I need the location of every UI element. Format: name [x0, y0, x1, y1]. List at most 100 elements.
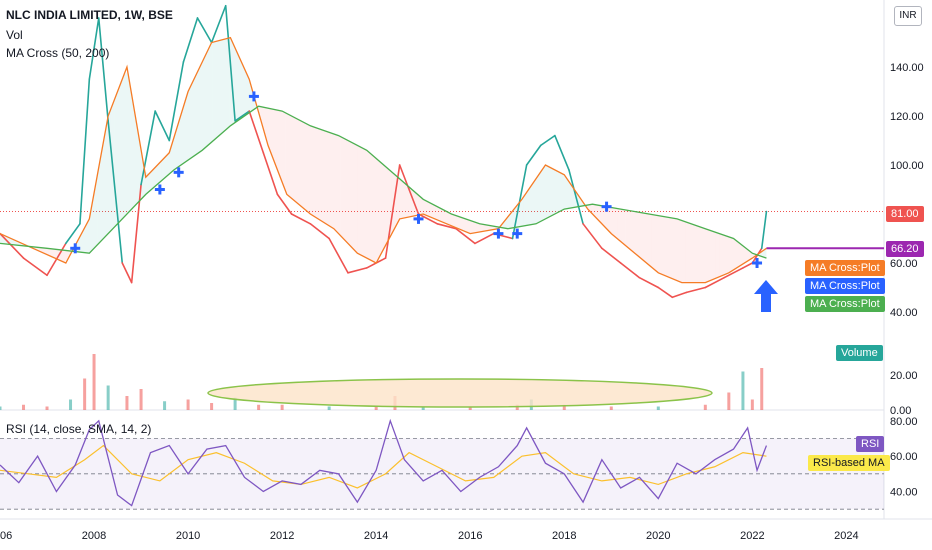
cross-marker [752, 258, 763, 268]
chart-title: NLC INDIA LIMITED, 1W, BSE [6, 8, 173, 22]
ma-cross-fill-segment [102, 125, 107, 240]
ma-cross-tag-green: MA Cross:Plot [805, 296, 885, 312]
volume-bar [22, 404, 26, 410]
ma-cross-fill-segment [664, 216, 669, 278]
ma-cross-fill-segment [191, 75, 196, 158]
ma-cross-fill-segment [149, 169, 154, 192]
ma-cross-fill-segment [302, 121, 307, 211]
ma-cross-fill-segment [97, 148, 103, 245]
ma-cross-fill-segment [400, 179, 405, 219]
rsi-legend[interactable]: RSI (14, close, SMA, 14, 2) [6, 422, 152, 436]
price-line-segment [398, 164, 420, 215]
ma-cross-fill-segment [183, 93, 188, 164]
price-axis-tick: 40.00 [890, 307, 918, 319]
cross-marker [413, 213, 424, 224]
ma-cross-fill-segment [285, 112, 290, 197]
ma-cross-fill-segment [306, 123, 311, 215]
ma-cross-fill-segment [719, 233, 724, 277]
price-line-segment [248, 110, 265, 154]
price-line-segment [638, 276, 660, 289]
ma-cross-fill-segment [527, 184, 533, 226]
ma-cross-fill-segment [370, 153, 375, 263]
ma-cross-fill-segment [677, 218, 682, 283]
price-line-segment [601, 247, 622, 264]
ma-cross-fill-segment [395, 175, 401, 226]
volume-bar [139, 389, 143, 410]
ma-cross-legend[interactable]: MA Cross (50, 200) [6, 46, 110, 60]
price-line-segment [309, 223, 330, 240]
volume-bar [69, 399, 73, 410]
volume-bar [106, 385, 110, 410]
ma-cross-fill-segment [289, 114, 294, 201]
ma-cross-fill-segment [217, 39, 222, 138]
ma-cross-fill-segment [170, 135, 175, 174]
price-line-segment [0, 232, 25, 259]
ma-cross-fill-segment [732, 238, 737, 271]
ma-cross-fill-segment [438, 207, 443, 223]
volume-bar [562, 404, 566, 410]
ma-cross-fill-segment [166, 149, 171, 177]
ma-cross-fill-segment [557, 171, 563, 213]
axes: 40.00 60.00 80.00 100.00 120.00 140.00 0.00 20.… [0, 62, 924, 542]
ma-cross-fill-segment [38, 247, 43, 253]
volume-legend[interactable]: Vol [6, 28, 23, 42]
ma-cross-fill-segment [349, 141, 354, 250]
ma-cross-fill-segment [404, 183, 409, 218]
ma-cross-fill-segment [464, 218, 469, 233]
ma-cross-fill-segment [545, 165, 550, 220]
time-axis-tick: 2022 [740, 530, 764, 542]
price-line-segment [347, 267, 368, 274]
ma-cross-fill-segment [430, 202, 435, 219]
ma-cross-fill-segment [378, 160, 384, 258]
rsi-axis-tick: 40.00 [890, 487, 918, 499]
ma-cross-fill-segment [281, 110, 286, 191]
rsi-tag: RSI [856, 436, 885, 452]
ma-cross-fill-segment [694, 224, 699, 283]
ma-cross-fill-segment [225, 37, 230, 130]
ma-cross-fill-segment [672, 218, 678, 281]
ma-cross-fill-segment [634, 211, 639, 257]
ma-cross-fill-segment [114, 87, 120, 227]
ma-cross-fill-segment [242, 64, 247, 118]
ma-cross-fill-segment [625, 210, 631, 250]
price-line-segment [539, 134, 556, 147]
currency-button[interactable]: INR [894, 6, 922, 26]
ma-cross-fill-segment [319, 128, 324, 223]
rsi-axis-tick: 60.00 [890, 451, 918, 463]
price-line-segment [22, 257, 48, 277]
ma-cross-fill-segment [698, 226, 703, 283]
price-pane [0, 4, 768, 299]
ma-cross-fill-segment [510, 207, 516, 229]
price-line-segment [328, 237, 349, 274]
price-line-segment [262, 151, 279, 196]
time-axis-tick: 2010 [176, 530, 200, 542]
ma-cross-fill-segment [123, 71, 128, 218]
ma-cross-fill-segment [476, 222, 482, 233]
ma-cross-fill-segment [417, 194, 422, 216]
ma-cross-fill-segment [85, 218, 90, 254]
price-line-segment [290, 213, 312, 225]
volume-bar [125, 396, 129, 410]
price-line-segment [154, 110, 171, 142]
cross-marker [70, 243, 81, 254]
ma-cross-fill-segment [600, 205, 605, 227]
rsi-pane [0, 418, 768, 507]
ma-cross-fill-segment [344, 138, 350, 245]
ma-cross-fill-segment [361, 147, 367, 258]
cross-marker [154, 184, 165, 195]
rsi-ma-tag: RSI-based MA [808, 455, 890, 471]
ma-cross-fill-segment [276, 109, 282, 180]
price-line-segment [210, 4, 227, 44]
ma-cross-fill-segment [157, 160, 162, 185]
ma-cross-fill-segment [327, 131, 333, 228]
price-line-segment [384, 164, 401, 259]
ma-cross-fill-segment [374, 157, 379, 263]
ma-cross-fill-segment [315, 127, 320, 220]
volume-bar [280, 404, 284, 410]
price-line-segment [107, 120, 124, 264]
cross-marker [173, 167, 184, 178]
ma-cross-fill-segment [562, 173, 567, 211]
ma-cross-fill-segment [204, 48, 209, 149]
ma-cross-fill-segment [532, 178, 537, 225]
